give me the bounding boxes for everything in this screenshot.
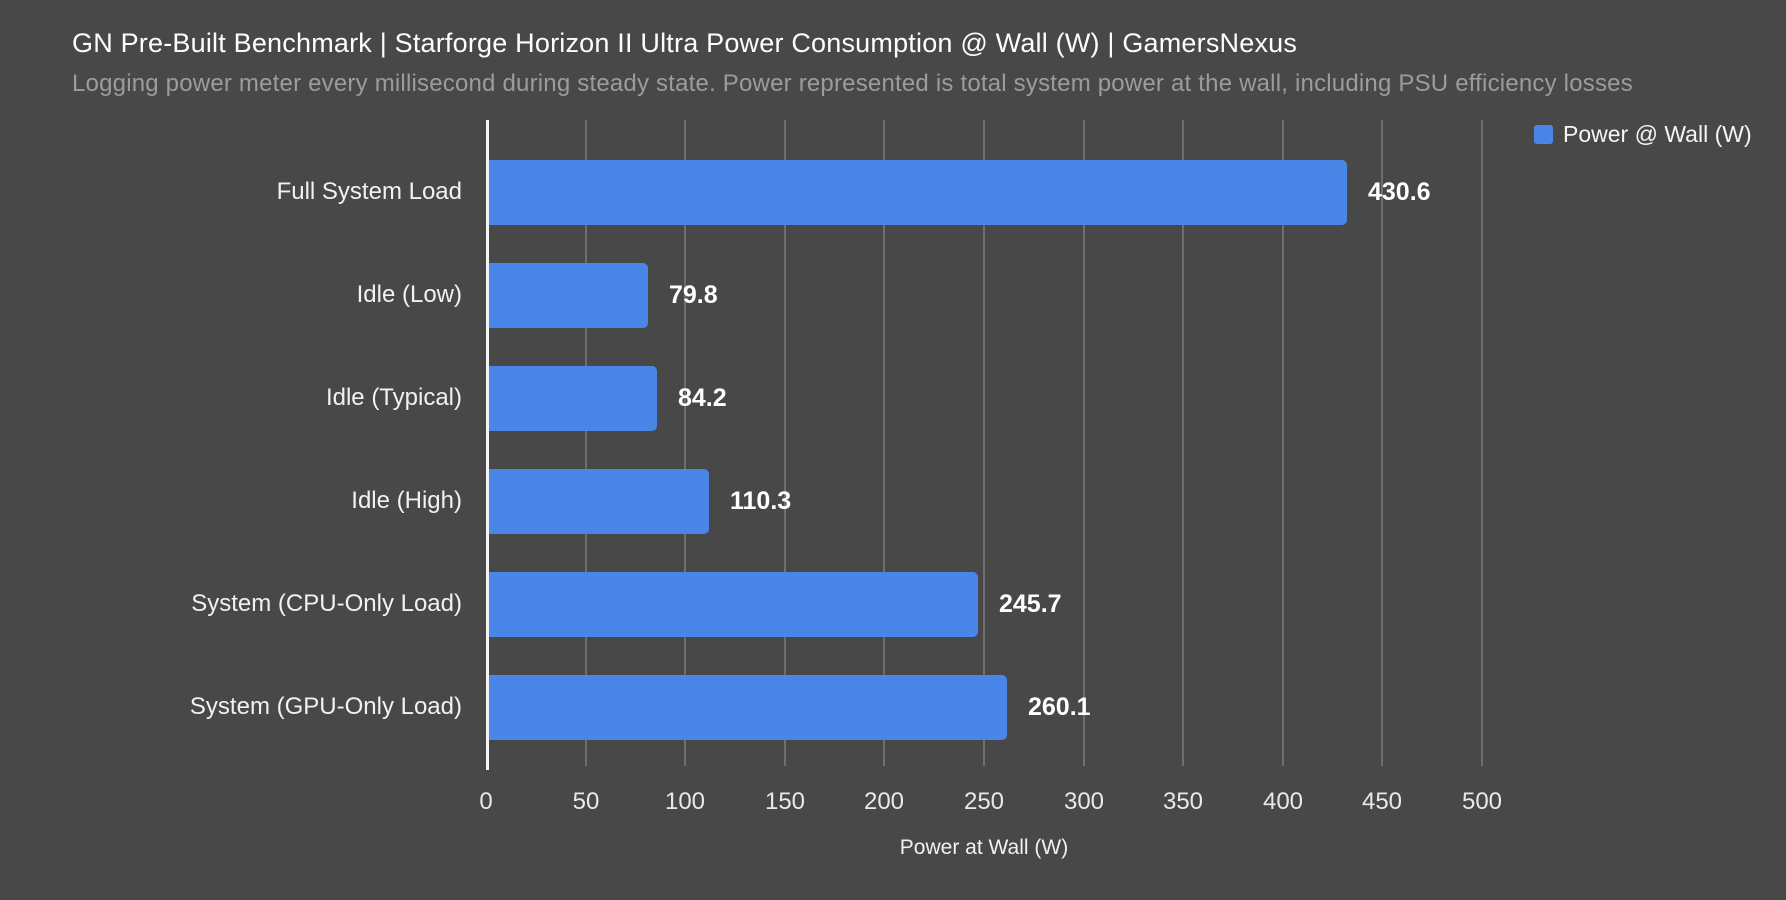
gridline-300	[1083, 120, 1085, 766]
chart-subtitle: Logging power meter every millisecond du…	[72, 70, 1633, 97]
x-tick-label-450: 450	[1361, 788, 1403, 815]
legend-label: Power @ Wall (W)	[1563, 121, 1752, 147]
x-tick-label-400: 400	[1262, 788, 1304, 815]
gridline-100	[684, 120, 686, 766]
x-tick-label-0: 0	[479, 788, 493, 815]
bar-4	[489, 572, 978, 637]
bar-3	[489, 469, 709, 534]
value-label-0: 430.6	[1368, 178, 1431, 206]
bar-1	[489, 263, 648, 328]
bar-2	[489, 366, 657, 431]
x-tick-label-300: 300	[1063, 788, 1105, 815]
gridline-50	[585, 120, 587, 766]
legend-swatch-icon	[1534, 125, 1553, 144]
gridline-200	[883, 120, 885, 766]
category-label-1: Idle (Low)	[356, 281, 462, 308]
gridline-350	[1182, 120, 1184, 766]
x-tick-label-200: 200	[863, 788, 905, 815]
legend: Power @ Wall (W)	[1534, 121, 1752, 148]
x-tick-label-50: 50	[572, 788, 600, 815]
value-label-4: 245.7	[999, 590, 1062, 618]
y-axis-line	[486, 120, 489, 770]
gridline-250	[983, 120, 985, 766]
x-tick-label-150: 150	[764, 788, 806, 815]
gridline-500	[1481, 120, 1483, 766]
category-label-5: System (GPU-Only Load)	[189, 693, 462, 720]
category-label-2: Idle (Typical)	[325, 384, 462, 411]
value-label-1: 79.8	[669, 281, 718, 309]
value-label-3: 110.3	[730, 487, 792, 515]
x-tick-label-250: 250	[963, 788, 1005, 815]
chart-title: GN Pre-Built Benchmark | Starforge Horiz…	[72, 28, 1298, 58]
x-axis-title: Power at Wall (W)	[899, 836, 1069, 859]
value-label-5: 260.1	[1028, 693, 1091, 721]
x-tick-label-350: 350	[1162, 788, 1204, 815]
x-tick-label-500: 500	[1461, 788, 1503, 815]
value-label-2: 84.2	[678, 384, 727, 412]
gridline-150	[784, 120, 786, 766]
category-label-3: Idle (High)	[351, 487, 462, 514]
bar-0	[489, 160, 1347, 225]
category-label-0: Full System Load	[276, 178, 462, 205]
gridline-400	[1282, 120, 1284, 766]
category-label-4: System (CPU-Only Load)	[191, 590, 462, 617]
bar-5	[489, 675, 1007, 740]
x-tick-label-100: 100	[664, 788, 706, 815]
plot-area: 430.6 79.8 84.2 110.3 245.7 260.1	[486, 120, 1483, 770]
gridline-450	[1381, 120, 1383, 766]
